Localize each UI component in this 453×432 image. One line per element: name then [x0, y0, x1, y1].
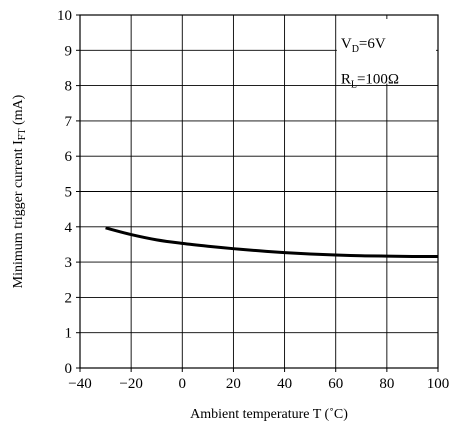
- annotation-rl-rest: =100Ω: [357, 72, 399, 88]
- series-line-0: [105, 226, 439, 258]
- x-tick-label-6: 80: [379, 376, 394, 392]
- y-axis-label-subscript: FT: [17, 129, 28, 141]
- x-axis-label: Ambient temperature T (˚C): [190, 407, 348, 422]
- y-tick-label-2: 2: [65, 290, 73, 306]
- annotation-box: VD=6V RL=100Ω: [336, 19, 436, 91]
- annotation-vd-main: V: [341, 36, 352, 52]
- y-axis-label-unit: (mA): [11, 94, 26, 128]
- y-tick-label-3: 3: [65, 255, 73, 271]
- y-tick-label-9: 9: [65, 43, 73, 59]
- y-tick-label-1: 1: [65, 326, 73, 342]
- y-axis-label: Minimum trigger current IFT (mA): [11, 94, 28, 288]
- annotation-vd: VD=6V: [341, 36, 386, 55]
- y-tick-label-6: 6: [65, 149, 73, 165]
- annotation-vd-rest: =6V: [359, 36, 386, 52]
- annotation-background: [336, 19, 436, 84]
- x-tick-label-5: 60: [328, 376, 343, 392]
- y-tick-label-8: 8: [65, 79, 73, 95]
- y-tick-label-10: 10: [57, 8, 72, 24]
- grid: [80, 15, 438, 368]
- x-tick-label-7: 100: [427, 376, 450, 392]
- tick-labels: −40 −20 0 20 40 60 80 100 0 1 2 3 4 5 6 7 8 9 10: [57, 8, 449, 392]
- y-tick-label-5: 5: [65, 185, 73, 201]
- y-tick-label-0: 0: [65, 361, 73, 377]
- series: [105, 226, 439, 258]
- x-tick-label-3: 20: [226, 376, 241, 392]
- annotation-rl: RL=100Ω: [341, 72, 399, 91]
- x-tick-label-1: −20: [119, 376, 142, 392]
- x-tick-label-4: 40: [277, 376, 292, 392]
- annotation-rl-main: R: [341, 72, 351, 88]
- x-tick-label-2: 0: [179, 376, 187, 392]
- x-tick-label-0: −40: [68, 376, 91, 392]
- annotation-rl-sub: L: [351, 80, 357, 91]
- y-axis-label-main: Minimum trigger current I: [11, 140, 26, 288]
- annotation-vd-sub: D: [352, 44, 359, 55]
- y-tick-label-7: 7: [65, 114, 73, 130]
- y-tick-label-4: 4: [65, 220, 73, 236]
